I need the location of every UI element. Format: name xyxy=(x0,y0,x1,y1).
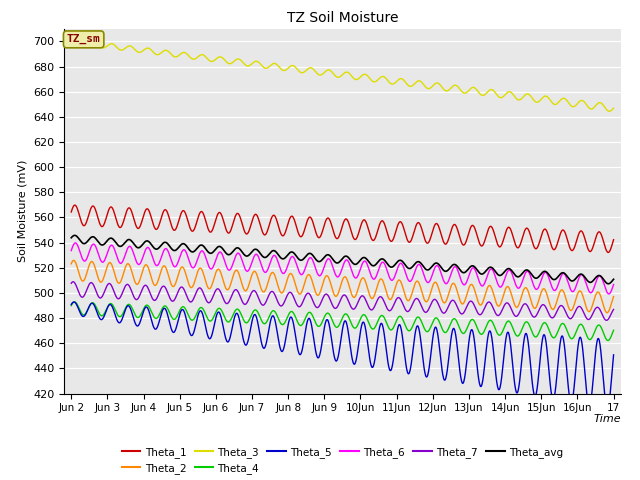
Theta_6 xyxy=(72,240,79,246)
Theta_7 xyxy=(603,317,611,323)
Theta_1 xyxy=(498,242,506,248)
Line: Theta_4: Theta_4 xyxy=(71,302,614,340)
Theta_3 xyxy=(249,60,257,66)
Theta_4 xyxy=(427,324,435,330)
Theta_4 xyxy=(249,309,257,315)
Theta_5 xyxy=(604,406,611,412)
Theta_3 xyxy=(546,96,554,102)
Theta_3 xyxy=(605,108,613,114)
Theta_2 xyxy=(188,284,196,290)
Theta_7 xyxy=(67,280,75,286)
Theta_avg xyxy=(249,248,257,253)
Theta_6 xyxy=(498,283,506,289)
Theta_7 xyxy=(546,312,554,318)
Theta_5 xyxy=(610,352,618,358)
Line: Theta_2: Theta_2 xyxy=(71,261,614,312)
Theta_2 xyxy=(67,261,75,267)
Theta_7 xyxy=(188,298,196,304)
Theta_1 xyxy=(175,217,183,223)
Line: Theta_6: Theta_6 xyxy=(71,243,614,294)
Theta_2 xyxy=(604,310,611,315)
Theta_6 xyxy=(249,256,257,262)
Theta_5 xyxy=(175,314,183,320)
Theta_6 xyxy=(67,248,75,253)
Theta_3 xyxy=(610,105,618,111)
Theta_4 xyxy=(188,317,196,323)
Theta_1 xyxy=(67,209,75,215)
Theta_1 xyxy=(546,237,554,242)
Text: TZ_sm: TZ_sm xyxy=(67,34,100,45)
Theta_avg xyxy=(427,265,435,271)
Theta_4 xyxy=(604,337,612,343)
Theta_6 xyxy=(605,291,612,297)
Theta_2 xyxy=(427,289,435,295)
Theta_2 xyxy=(175,269,183,275)
Theta_avg xyxy=(604,281,612,287)
Theta_avg xyxy=(546,273,554,278)
Theta_5 xyxy=(70,299,77,305)
Theta_4 xyxy=(67,303,75,309)
Theta_5 xyxy=(498,375,506,381)
Theta_3 xyxy=(427,85,435,91)
Theta_7 xyxy=(249,288,257,294)
Theta_5 xyxy=(546,374,554,380)
Theta_1 xyxy=(188,228,196,234)
Theta_1 xyxy=(427,234,435,240)
Theta_7 xyxy=(610,307,618,312)
Theta_3 xyxy=(175,52,183,58)
Theta_1 xyxy=(604,250,612,255)
Theta_6 xyxy=(610,282,618,288)
Theta_7 xyxy=(498,308,506,314)
Theta_3 xyxy=(188,56,196,62)
Theta_7 xyxy=(69,279,77,285)
Text: Time: Time xyxy=(593,414,621,424)
Theta_4 xyxy=(546,328,554,334)
Theta_1 xyxy=(71,202,79,208)
Theta_6 xyxy=(427,276,435,282)
Theta_1 xyxy=(610,237,618,242)
Theta_3 xyxy=(498,95,506,100)
Theta_avg xyxy=(175,244,183,250)
Theta_7 xyxy=(427,301,435,307)
Theta_6 xyxy=(546,277,554,283)
Theta_4 xyxy=(610,327,618,333)
Theta_6 xyxy=(175,256,183,262)
Theta_avg xyxy=(498,272,506,277)
Theta_avg xyxy=(67,235,75,240)
Line: Theta_5: Theta_5 xyxy=(71,302,614,409)
Theta_2 xyxy=(249,270,257,276)
Theta_5 xyxy=(427,352,435,358)
Theta_avg xyxy=(71,232,79,238)
Theta_7 xyxy=(175,287,183,293)
Theta_2 xyxy=(546,300,554,306)
Legend: Theta_1, Theta_2, Theta_3, Theta_4, Theta_5, Theta_6, Theta_7, Theta_avg: Theta_1, Theta_2, Theta_3, Theta_4, Thet… xyxy=(118,443,567,478)
Theta_6 xyxy=(188,264,196,270)
Theta_3 xyxy=(72,36,79,42)
Theta_5 xyxy=(188,333,196,338)
Y-axis label: Soil Moisture (mV): Soil Moisture (mV) xyxy=(17,160,28,263)
Theta_2 xyxy=(498,298,506,304)
Theta_5 xyxy=(67,301,75,307)
Line: Theta_1: Theta_1 xyxy=(71,205,614,252)
Theta_4 xyxy=(498,330,506,336)
Theta_1 xyxy=(249,216,257,221)
Theta_5 xyxy=(249,315,257,321)
Line: Theta_7: Theta_7 xyxy=(71,282,614,320)
Line: Theta_avg: Theta_avg xyxy=(71,235,614,284)
Theta_avg xyxy=(188,249,196,255)
Theta_3 xyxy=(67,38,75,44)
Line: Theta_3: Theta_3 xyxy=(71,39,614,111)
Title: TZ Soil Moisture: TZ Soil Moisture xyxy=(287,11,398,25)
Theta_2 xyxy=(70,258,77,264)
Theta_4 xyxy=(175,309,183,315)
Theta_2 xyxy=(610,294,618,300)
Theta_avg xyxy=(610,276,618,282)
Theta_4 xyxy=(71,299,79,305)
